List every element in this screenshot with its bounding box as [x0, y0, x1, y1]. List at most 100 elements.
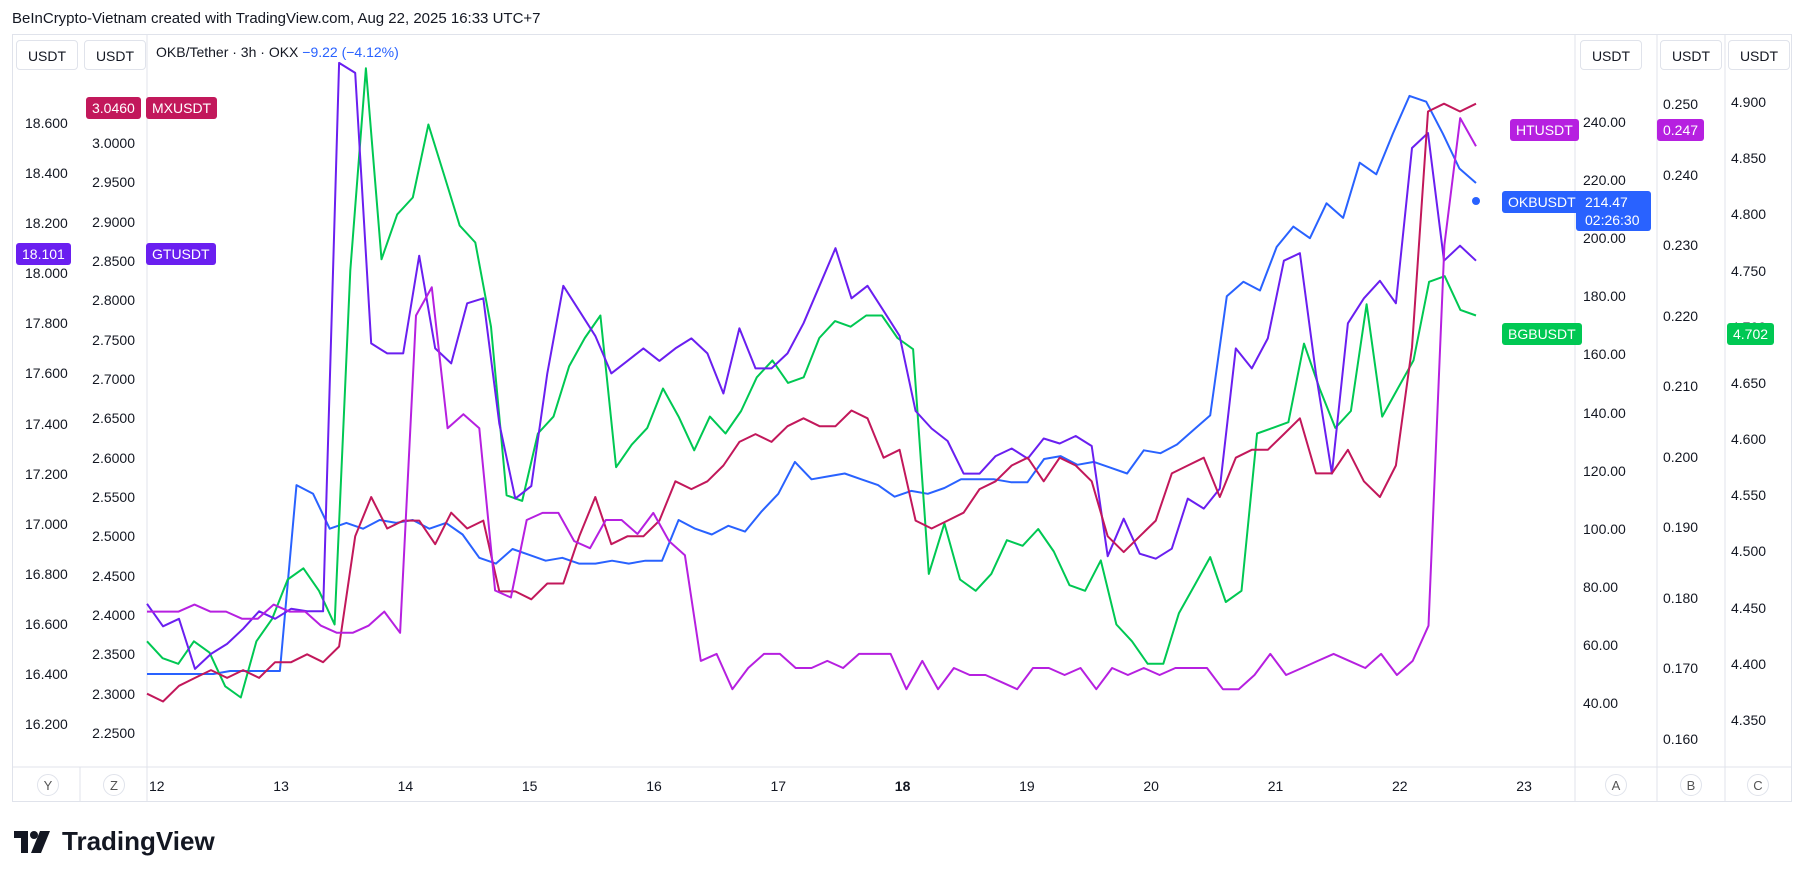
time-axis-tick: 23	[1516, 778, 1532, 794]
time-axis-tick: 21	[1267, 778, 1284, 794]
series-line-mxusdt[interactable]	[146, 102, 1477, 703]
axis-y-tick: 18.000	[25, 265, 68, 282]
axis-c-tick: 4.450	[1731, 599, 1767, 616]
axis-a-tick: 180.00	[1583, 288, 1626, 305]
tradingview-logo-icon	[14, 830, 50, 853]
series-line-htusdt[interactable]	[147, 117, 1477, 691]
series-line-okbusdt[interactable]	[147, 94, 1477, 675]
axis-b-tick: 0.210	[1663, 378, 1699, 394]
time-axis-tick: 15	[521, 778, 538, 794]
scale-b-label[interactable]: B	[1680, 774, 1702, 796]
axis-z-tick: 2.3500	[92, 646, 135, 663]
axis-a-tick: 220.00	[1583, 172, 1626, 189]
right-scale-b-unit-button[interactable]: USDT	[1660, 40, 1722, 70]
axis-z-tick: 2.9500	[92, 174, 135, 191]
axis-y-tick: 17.600	[25, 365, 68, 382]
okb-last-price-dot	[1472, 197, 1480, 205]
axis-y-tick: 17.800	[25, 315, 68, 332]
axis-y-tick: 18.200	[25, 215, 68, 232]
axis-z-tick: 2.7000	[92, 371, 135, 387]
axis-y-tick: 17.000	[25, 515, 68, 532]
chart-caption: BeInCrypto-Vietnam created with TradingV…	[12, 10, 541, 27]
scale-a-label[interactable]: A	[1605, 774, 1627, 796]
axis-a-tick: 60.00	[1583, 636, 1619, 653]
axis-y-tick: 16.200	[25, 716, 68, 732]
axis-c-tick: 4.650	[1731, 374, 1767, 391]
right-scale-a-unit-button[interactable]: USDT	[1580, 40, 1642, 70]
axis-z-tick: 2.7500	[92, 331, 135, 348]
scale-y-label[interactable]: Y	[37, 774, 59, 796]
axis-a-tick: 80.00	[1583, 578, 1619, 595]
axis-b-tick: 0.250	[1663, 96, 1699, 112]
time-axis-tick: 17	[770, 778, 787, 794]
ht-symbol-badge: HTUSDT	[1510, 119, 1579, 141]
axis-z-tick: 2.5500	[92, 489, 135, 505]
price-change: −9.22 (−4.12%)	[302, 44, 399, 60]
time-axis-tick: 13	[273, 778, 289, 794]
okb-price-countdown-badge: 214.47 02:26:30	[1576, 191, 1651, 231]
axis-z-tick: 2.5000	[92, 528, 135, 545]
axis-z-tick: 2.6000	[92, 449, 135, 466]
time-axis-tick: 18	[894, 778, 911, 794]
axis-a-tick: 100.00	[1583, 520, 1626, 537]
axis-c-tick: 4.900	[1731, 94, 1767, 110]
time-axis-tick: 19	[1019, 778, 1035, 794]
axis-z-tick: 2.8500	[92, 253, 135, 269]
right-scale-c-unit-button[interactable]: USDT	[1728, 40, 1790, 70]
axis-y-tick: 18.400	[25, 165, 68, 182]
axis-b-tick: 0.180	[1663, 589, 1699, 606]
ht-price-badge: 0.247	[1657, 119, 1705, 141]
tradingview-logo[interactable]: TradingView	[14, 826, 215, 857]
okb-bar-countdown: 02:26:30	[1585, 212, 1640, 228]
mx-price-badge: 3.0460	[86, 97, 141, 119]
axis-b-tick: 0.200	[1663, 448, 1699, 465]
axis-c-tick: 4.600	[1731, 431, 1767, 448]
symbol-description: OKB/Tether · 3h · OKX	[156, 44, 299, 60]
axis-a-tick: 200.00	[1583, 230, 1626, 247]
axis-b-tick: 0.190	[1663, 519, 1699, 535]
bgb-price-badge: 4.702	[1727, 323, 1775, 345]
axis-z-tick: 2.2500	[92, 725, 135, 741]
axis-b-tick: 0.240	[1663, 166, 1699, 183]
okb-symbol-badge: OKBUSDT	[1502, 191, 1582, 213]
gt-symbol-badge: GTUSDT	[146, 243, 216, 265]
axis-a-tick: 160.00	[1583, 346, 1626, 363]
scale-c-label[interactable]: C	[1747, 774, 1769, 796]
axis-y-tick: 16.800	[25, 565, 68, 582]
axis-y-tick: 16.600	[25, 615, 68, 632]
time-axis-tick: 16	[646, 778, 662, 794]
time-axis-tick: 12	[149, 778, 165, 794]
scale-z-label[interactable]: Z	[103, 774, 125, 796]
axis-b-tick: 0.170	[1663, 660, 1699, 676]
axis-c-tick: 4.800	[1731, 206, 1767, 223]
axis-b-tick: 0.230	[1663, 237, 1699, 253]
mx-symbol-badge: MXUSDT	[146, 97, 218, 119]
axis-z-tick: 2.8000	[92, 292, 135, 309]
axis-c-tick: 4.350	[1731, 712, 1767, 728]
series-line-bgbusdt[interactable]	[146, 67, 1477, 699]
left-scale-unit-button[interactable]: USDT	[16, 40, 78, 70]
axis-a-tick: 40.00	[1583, 695, 1619, 711]
bgb-symbol-badge: BGBUSDT	[1502, 323, 1582, 345]
time-axis-tick: 14	[397, 778, 414, 794]
axis-c-tick: 4.850	[1731, 150, 1767, 167]
time-axis-tick: 20	[1143, 778, 1159, 794]
axis-c-tick: 4.500	[1731, 543, 1767, 560]
axis-a-tick: 240.00	[1583, 114, 1626, 130]
axis-b-tick: 0.220	[1663, 307, 1699, 324]
second-left-scale-unit-button[interactable]: USDT	[84, 40, 146, 70]
axis-b-tick: 0.160	[1663, 730, 1699, 747]
symbol-legend[interactable]: OKB/Tether · 3h · OKX −9.22 (−4.12%)	[156, 44, 399, 60]
okb-price-value: 214.47	[1585, 194, 1628, 210]
axis-z-tick: 2.9000	[92, 213, 135, 230]
axis-y-tick: 16.400	[25, 665, 68, 682]
axis-z-tick: 3.0000	[92, 135, 135, 151]
axis-z-tick: 2.3000	[92, 685, 135, 702]
axis-c-tick: 4.400	[1731, 655, 1767, 672]
gt-price-badge: 18.101	[16, 243, 71, 265]
axis-c-tick: 4.550	[1731, 487, 1767, 504]
axis-a-tick: 140.00	[1583, 404, 1626, 421]
series-line-gtusdt[interactable]	[146, 61, 1477, 670]
axis-y-tick: 18.600	[25, 115, 68, 131]
